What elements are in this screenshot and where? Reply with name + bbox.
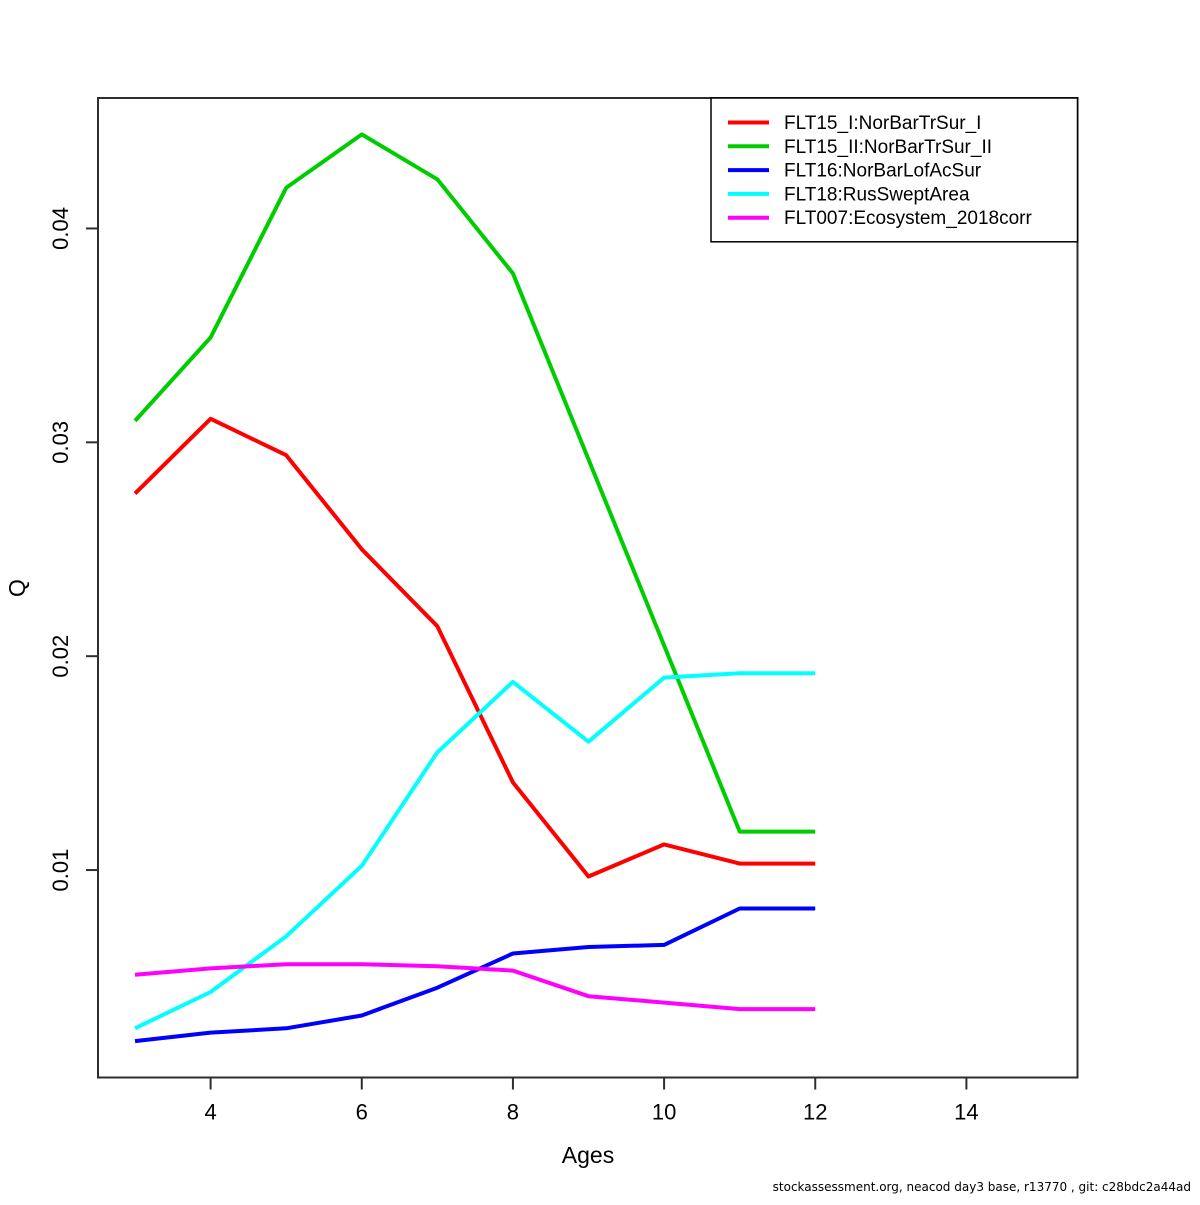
x-axis-title: Ages [562, 1142, 614, 1168]
y-axis-title: Q [4, 579, 30, 597]
x-tick-label: 8 [507, 1100, 519, 1125]
y-axis-ticks: 0.01 0.02 0.03 0.04 [48, 207, 98, 891]
legend-item: FLT15_II:NorBarTrSur_II [728, 137, 992, 158]
legend-label: FLT15_I:NorBarTrSur_I [784, 113, 981, 134]
legend-item: FLT15_I:NorBarTrSur_I [728, 113, 981, 134]
legend: FLT15_I:NorBarTrSur_I FLT15_II:NorBarTrSu… [710, 97, 1079, 243]
legend-label: FLT18:RusSweptArea [784, 184, 970, 205]
series-line [134, 906, 816, 1044]
x-tick-label: 14 [954, 1100, 978, 1125]
x-tick-label: 6 [356, 1100, 368, 1125]
y-tick-label: 0.02 [48, 635, 73, 678]
legend-item: FLT16:NorBarLofAcSur [728, 161, 982, 182]
series-line [134, 962, 816, 1012]
legend-box [710, 97, 1079, 243]
legend-item: FLT18:RusSweptArea [728, 184, 970, 205]
x-tick-label: 10 [652, 1100, 676, 1125]
x-tick-label: 4 [204, 1100, 216, 1125]
x-tick-label: 12 [803, 1100, 827, 1125]
y-tick-label: 0.04 [48, 207, 73, 250]
series-line [133, 132, 816, 834]
series-lines [133, 132, 816, 1044]
series-line [133, 416, 816, 879]
series-line [134, 671, 816, 1031]
x-axis-ticks: 4 6 8 10 12 14 [204, 1077, 979, 1125]
legend-label: FLT15_II:NorBarTrSur_II [784, 137, 992, 158]
legend-label: FLT007:Ecosystem_2018corr [784, 208, 1032, 229]
legend-item: FLT007:Ecosystem_2018corr [728, 208, 1032, 229]
legend-label: FLT16:NorBarLofAcSur [784, 161, 982, 182]
footer-credit: stockassessment.org, neacod day3 base, r… [773, 1180, 1191, 1194]
y-tick-label: 0.01 [48, 849, 73, 892]
y-tick-label: 0.03 [48, 421, 73, 464]
plot-box [97, 97, 1079, 1079]
